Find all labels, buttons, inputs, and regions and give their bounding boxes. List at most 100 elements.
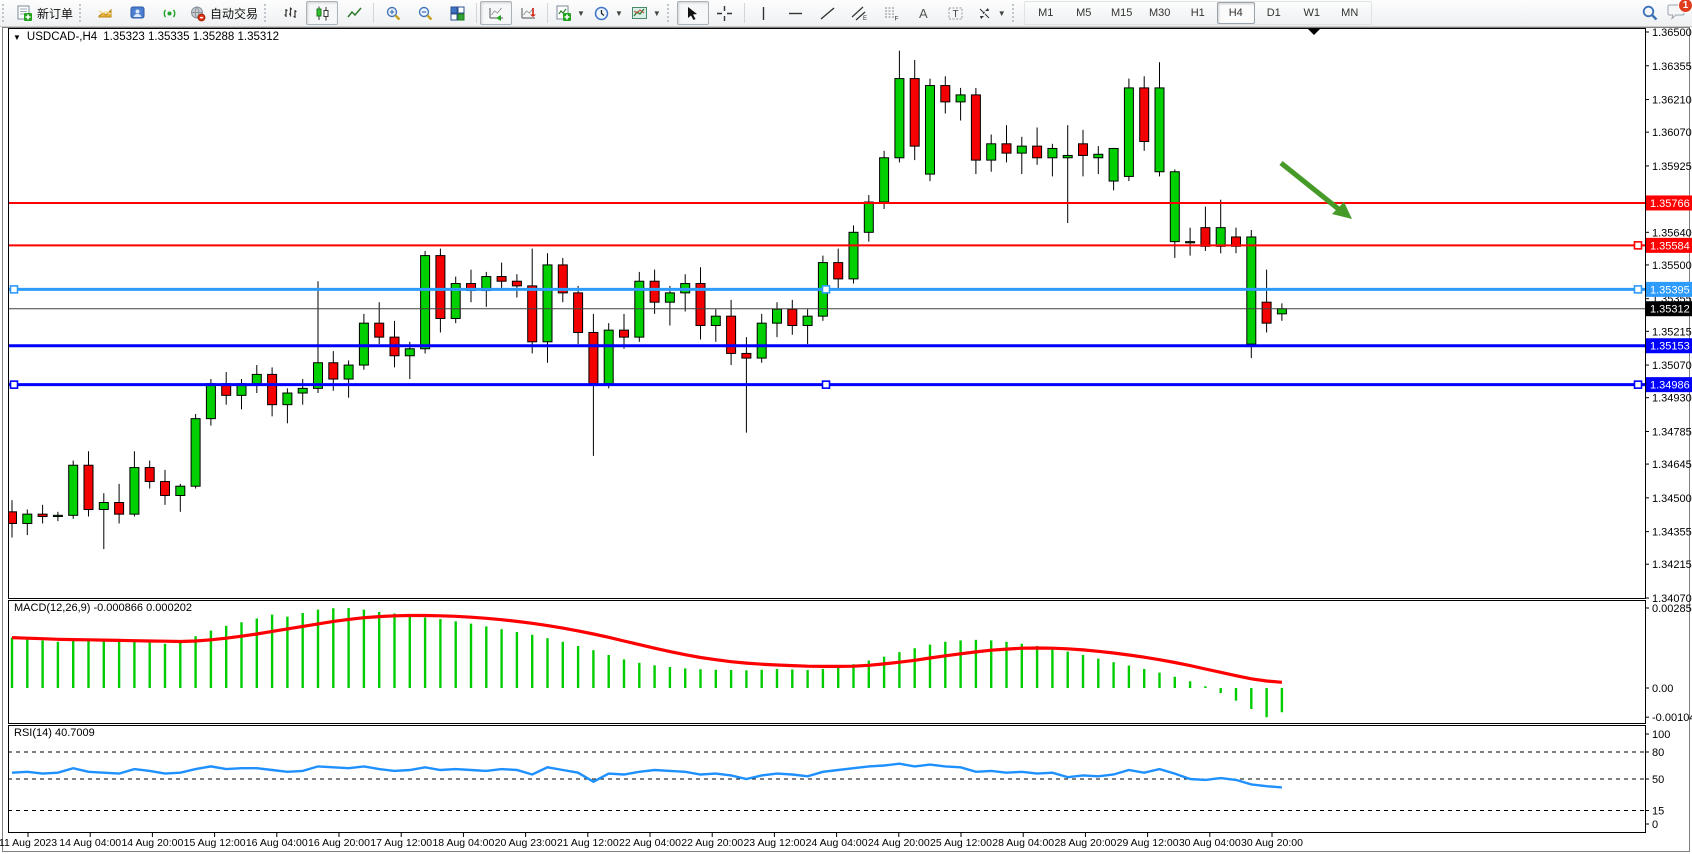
vertical-line-icon [763,6,765,20]
down-triangle-marker[interactable] [1307,28,1321,35]
time-tick-label: 11 Aug 2023 [0,837,57,849]
time-tick-label: 18 Aug 04:00 [432,837,494,849]
timeframe-button-m30[interactable]: M30 [1149,7,1171,19]
macd-scale-label: -0.001043 [1652,712,1692,724]
bar-chart-mode-button[interactable] [274,1,306,25]
autotrading-button[interactable]: 自动交易 [185,1,262,25]
zoom-out-button[interactable] [409,1,441,25]
macd-series [10,608,1284,718]
timeframe-button-h1[interactable]: H1 [1190,7,1205,19]
line-handle[interactable] [1633,285,1643,294]
horizontal-line-icon [789,12,803,14]
line-handle[interactable] [821,285,831,294]
periods-button[interactable]: ▼ [589,1,627,25]
line-price-badge-label: 1.35584 [1650,240,1690,252]
trendline-icon [820,6,835,20]
hline-object-1.35395[interactable] [8,285,1645,294]
time-tick-label: 14 Aug 04:00 [59,837,121,849]
line-handle[interactable] [1633,241,1643,250]
toolbar-grip[interactable] [666,4,673,22]
line-handle[interactable] [1633,380,1643,389]
timeframe-group: M1 M5 M15 M30 H1 H4 D1 W1 MN [1023,1,1372,25]
timeframe-button-w1[interactable]: W1 [1303,7,1320,19]
macd-indicator-label: MACD(12,26,9) -0.000866 0.000202 [14,602,192,614]
timeframe-button-m5[interactable]: M5 [1076,7,1092,19]
fibonacci-tool-button[interactable]: F [876,1,908,25]
charts-button[interactable] [89,1,121,25]
timeframe-button-mn[interactable]: MN [1341,7,1359,19]
timeframe-button-m1[interactable]: M1 [1038,7,1054,19]
price-tick-label: 1.34500 [1652,493,1692,505]
templates-button[interactable]: ▼ [627,1,665,25]
candlestick-mode-button[interactable] [306,1,339,25]
channel-tool-button[interactable]: E [844,1,876,25]
main-pane-frame [8,28,1646,599]
symbol-dropdown-icon[interactable]: ▼ [13,32,21,42]
line-handle[interactable] [821,380,831,389]
chart-window-frame [2,27,1690,852]
time-tick-label: 25 Aug 12:00 [930,837,992,849]
timeframe-button-h4[interactable]: H4 [1216,2,1255,24]
chart-shift-icon [521,7,536,18]
crosshair-tool-button[interactable] [709,1,741,25]
rsi-scale-label: 100 [1652,729,1670,741]
template-icon [631,6,647,19]
text-label-tool-button[interactable]: T [940,1,972,25]
macd-scale-label: 0.00 [1652,683,1673,695]
rsi-scale-label: 80 [1652,747,1664,759]
horizontal-line-tool-button[interactable] [780,1,812,25]
arrows-tool-button[interactable]: ▼ [972,1,1010,25]
chart-title-bar: ▼ USDCAD-,H4 1.35323 1.35335 1.35288 1.3… [13,31,279,43]
time-axis[interactable]: 11 Aug 2023 14 Aug 04:00 14 Aug 20:00 15 Au… [0,833,1303,849]
time-tick-label: 28 Aug 04:00 [992,837,1054,849]
price-tick-label: 1.34070 [1652,593,1692,605]
time-tick-label: 22 Aug 04:00 [619,837,681,849]
autotrading-label: 自动交易 [210,6,259,21]
hline-object-1.35584[interactable] [8,241,1645,250]
trend-arrow-annotation[interactable] [1279,161,1352,219]
line-handle[interactable] [9,380,19,389]
line-handle[interactable] [9,285,19,294]
chevron-down-icon: ▼ [652,8,661,18]
price-tick-label: 1.36070 [1652,127,1692,139]
line-chart-mode-button[interactable] [338,1,370,25]
zoom-in-icon [386,6,400,20]
hline-object-1.34986[interactable] [8,380,1645,389]
timeframe-button-d1[interactable]: D1 [1266,7,1281,19]
toolbar-grip[interactable] [2,4,8,22]
vertical-line-tool-button[interactable] [748,1,780,25]
toolbar-grip[interactable] [79,4,85,22]
chat-button[interactable]: 1 [1667,0,1692,25]
svg-text:T: T [953,9,959,20]
time-tick-label: 17 Aug 12:00 [370,837,432,849]
signals-button[interactable] [153,1,185,25]
arrows-icon [979,7,990,19]
line-price-badge [1646,195,1692,211]
zoom-in-button[interactable] [377,1,409,25]
price-axis[interactable]: 1.36500 1.36355 1.36210 1.36070 1.35925 1.356… [1645,27,1692,605]
profile-button[interactable] [121,1,153,25]
time-tick-label: 24 Aug 20:00 [868,837,930,849]
chart-shift-button[interactable] [512,1,544,25]
toolbar-grip[interactable] [264,4,270,22]
current-price-badge-label: 1.35312 [1650,304,1690,316]
chevron-down-icon: ▼ [577,8,585,18]
tile-windows-button[interactable] [441,1,473,25]
auto-scroll-button[interactable] [480,1,513,25]
indicators-icon [556,5,572,21]
text-tool-button[interactable]: A [908,1,940,25]
rsi-scale-label: 15 [1652,806,1664,818]
bar-chart-icon [284,7,297,18]
fibonacci-icon: F [885,7,899,22]
trendline-tool-button[interactable] [812,1,844,25]
timeframe-button-m15[interactable]: M15 [1111,7,1133,19]
search-icon[interactable] [1641,4,1659,22]
indicators-button[interactable]: ▼ [551,1,589,25]
new-order-button[interactable]: 新订单 [12,1,77,25]
cursor-tool-button[interactable] [676,1,709,25]
toolbar-grip[interactable] [1011,4,1018,22]
line-price-badge-label: 1.35766 [1650,198,1690,210]
svg-text:F: F [895,15,899,22]
chevron-down-icon: ▼ [997,8,1006,18]
